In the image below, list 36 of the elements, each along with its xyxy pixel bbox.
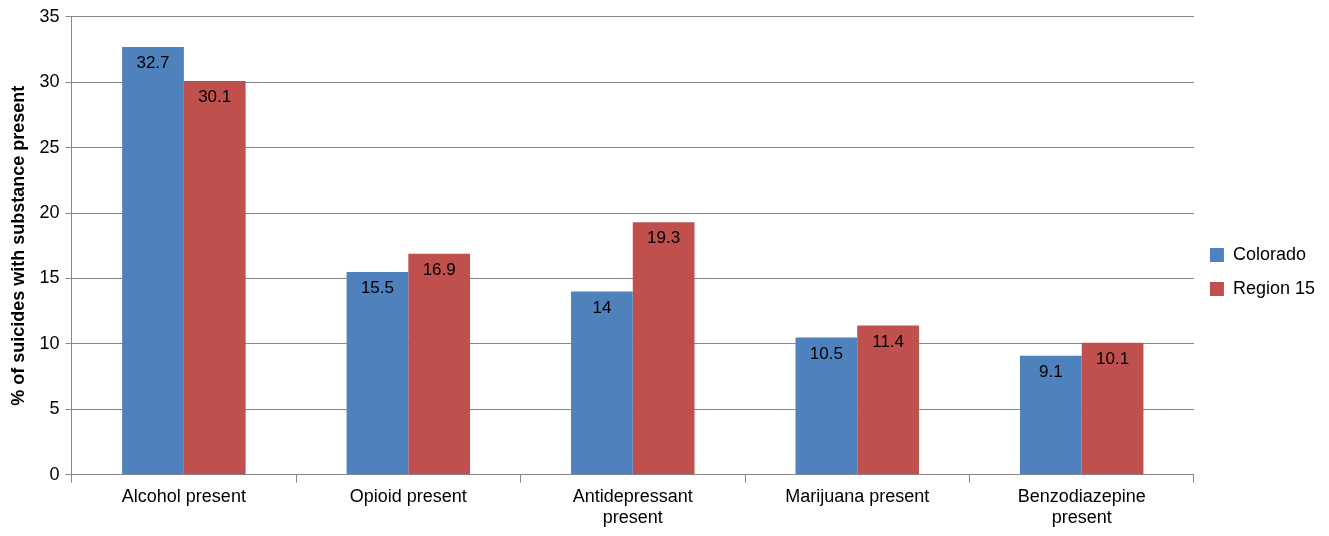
- bar: [183, 80, 246, 475]
- data-label: 32.7: [136, 53, 170, 73]
- y-tick-label: 15: [39, 267, 60, 288]
- y-axis-title: % of suicides with substance present: [7, 85, 28, 406]
- bar: [122, 46, 184, 475]
- y-tick-label: 0: [49, 463, 60, 484]
- bar: [571, 291, 633, 475]
- legend-label: Colorado: [1232, 243, 1306, 264]
- y-tick-label: 10: [39, 332, 60, 353]
- legend-label: Region 15: [1232, 277, 1316, 298]
- y-tick-label: 30: [39, 71, 60, 92]
- x-tick-label: Antidepressant present: [572, 485, 693, 528]
- bar: [1019, 355, 1082, 475]
- data-label: 10.1: [1096, 348, 1130, 368]
- data-label: 19.3: [647, 228, 681, 248]
- y-tick-label: 25: [39, 136, 60, 157]
- x-tick-label: Marijuana present: [785, 485, 930, 506]
- data-label: 9.1: [1039, 361, 1063, 381]
- bar: [857, 325, 919, 475]
- data-label: 11.4: [872, 331, 905, 351]
- x-tick-label: Alcohol present: [121, 485, 246, 506]
- data-label: 15.5: [360, 278, 394, 298]
- data-label: 16.9: [422, 259, 456, 279]
- y-tick-label: 5: [49, 398, 60, 419]
- bar: [795, 337, 858, 475]
- y-tick-label: 35: [39, 5, 60, 26]
- data-label: 30.1: [198, 87, 232, 107]
- x-tick-label: Benzodiazepine present: [1017, 485, 1146, 528]
- bar: [346, 271, 409, 475]
- bar: [408, 253, 471, 475]
- y-tick-label: 20: [39, 202, 60, 223]
- x-tick-label: Opioid present: [349, 485, 467, 506]
- bar: [632, 222, 695, 475]
- bar: [1081, 342, 1144, 475]
- data-label: 10.5: [809, 343, 843, 363]
- data-label: 14: [592, 297, 612, 317]
